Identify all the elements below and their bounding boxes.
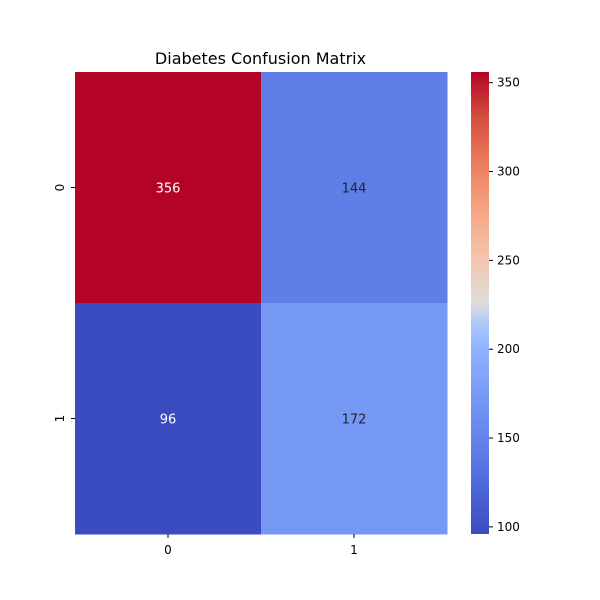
- y-tick-label-0: 0: [53, 184, 67, 192]
- y-tick-label-1: 1: [53, 415, 67, 423]
- colorbar-tick-label-100: 100: [497, 520, 520, 534]
- cell-value-label-r1-c1: 172: [342, 413, 367, 428]
- x-tick-label-1: 1: [350, 543, 358, 557]
- colorbar: 100 150 200 250 300 350: [471, 72, 520, 534]
- heatmap-cell-r1-c1: [261, 303, 448, 535]
- y-axis: 01: [53, 184, 75, 423]
- cell-value-label-r0-c0: 356: [156, 182, 181, 197]
- heatmap-cells: 356 144 96 172: [75, 72, 448, 535]
- cell-value-label-r1-c0: 96: [160, 413, 177, 428]
- colorbar-tick-label-300: 300: [497, 165, 520, 179]
- colorbar-tick-label-250: 250: [497, 253, 520, 267]
- colorbar-gradient: [471, 72, 489, 534]
- heatmap-cell-r0-c0: [75, 72, 262, 304]
- colorbar-tick-label-350: 350: [497, 76, 520, 90]
- x-tick-label-0: 0: [164, 543, 172, 557]
- colorbar-ticks: 100 150 200 250 300 350: [489, 76, 520, 534]
- heatmap-cell-r0-c1: [261, 72, 448, 304]
- cell-value-label-r0-c1: 144: [342, 182, 367, 197]
- chart-title: Diabetes Confusion Matrix: [155, 49, 366, 68]
- heatmap-cell-r1-c0: [75, 303, 262, 535]
- colorbar-tick-label-200: 200: [497, 342, 520, 356]
- colorbar-tick-label-150: 150: [497, 431, 520, 445]
